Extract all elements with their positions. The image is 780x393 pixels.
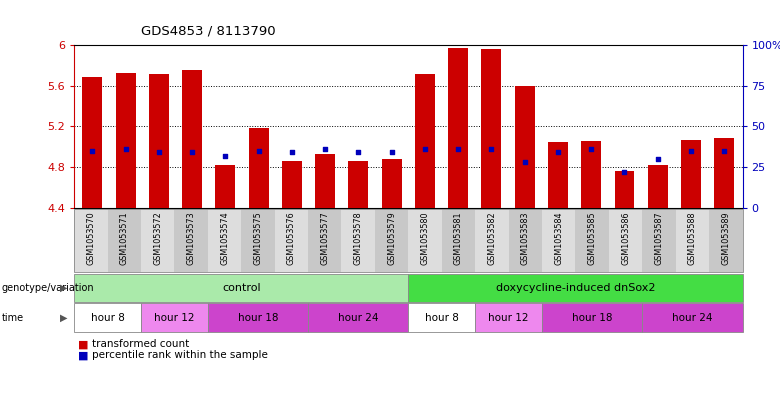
Text: hour 8: hour 8: [90, 312, 125, 323]
Point: [353, 149, 365, 156]
Bar: [381, 159, 402, 208]
Text: ▶: ▶: [60, 283, 68, 293]
Text: hour 12: hour 12: [488, 312, 529, 323]
Point: [519, 159, 531, 165]
Text: GSM1053576: GSM1053576: [287, 211, 296, 264]
Point: [285, 149, 298, 156]
Text: hour 18: hour 18: [238, 312, 278, 323]
Text: ▶: ▶: [60, 312, 68, 323]
Point: [551, 149, 564, 156]
Point: [385, 149, 398, 156]
Text: ■: ■: [78, 350, 88, 360]
Text: GSM1053574: GSM1053574: [220, 211, 229, 264]
Text: ■: ■: [78, 339, 88, 349]
Bar: [349, 161, 368, 208]
Bar: [282, 161, 302, 208]
Text: GSM1053579: GSM1053579: [387, 211, 396, 265]
Text: hour 24: hour 24: [338, 312, 378, 323]
Text: genotype/variation: genotype/variation: [2, 283, 94, 293]
Bar: [515, 86, 535, 208]
Text: GSM1053583: GSM1053583: [521, 211, 530, 264]
Bar: [548, 141, 568, 208]
Bar: [415, 73, 435, 208]
Text: GSM1053589: GSM1053589: [722, 211, 730, 264]
Point: [718, 147, 731, 154]
Text: control: control: [222, 283, 261, 293]
Text: GSM1053577: GSM1053577: [321, 211, 329, 265]
Text: GSM1053570: GSM1053570: [87, 211, 95, 264]
Text: doxycycline-induced dnSox2: doxycycline-induced dnSox2: [496, 283, 655, 293]
Point: [452, 146, 464, 152]
Point: [619, 169, 631, 175]
Point: [86, 147, 98, 154]
Bar: [249, 129, 268, 208]
Text: GSM1053586: GSM1053586: [621, 211, 630, 264]
Bar: [714, 138, 734, 208]
Text: GDS4853 / 8113790: GDS4853 / 8113790: [141, 24, 275, 37]
Bar: [183, 70, 202, 208]
Bar: [615, 171, 634, 208]
Text: GSM1053581: GSM1053581: [454, 211, 463, 264]
Text: GSM1053578: GSM1053578: [353, 211, 363, 264]
Text: hour 8: hour 8: [425, 312, 459, 323]
Bar: [149, 73, 169, 208]
Bar: [448, 48, 468, 208]
Bar: [115, 73, 136, 208]
Point: [319, 146, 332, 152]
Text: hour 18: hour 18: [572, 312, 612, 323]
Point: [153, 149, 165, 156]
Bar: [83, 77, 102, 208]
Point: [651, 156, 664, 162]
Text: GSM1053588: GSM1053588: [688, 211, 697, 264]
Text: GSM1053584: GSM1053584: [555, 211, 563, 264]
Point: [585, 146, 597, 152]
Text: percentile rank within the sample: percentile rank within the sample: [92, 350, 268, 360]
Point: [685, 147, 697, 154]
Point: [419, 146, 431, 152]
Text: transformed count: transformed count: [92, 339, 190, 349]
Text: GSM1053572: GSM1053572: [153, 211, 162, 265]
Text: GSM1053573: GSM1053573: [186, 211, 196, 264]
Point: [219, 152, 232, 159]
Bar: [581, 141, 601, 208]
Bar: [681, 140, 701, 208]
Text: GSM1053575: GSM1053575: [254, 211, 262, 265]
Bar: [215, 165, 236, 208]
Text: GSM1053582: GSM1053582: [488, 211, 496, 264]
Text: hour 12: hour 12: [154, 312, 195, 323]
Bar: [647, 165, 668, 208]
Text: time: time: [2, 312, 23, 323]
Point: [119, 146, 132, 152]
Text: GSM1053580: GSM1053580: [420, 211, 430, 264]
Point: [186, 149, 198, 156]
Bar: [315, 154, 335, 208]
Point: [485, 146, 498, 152]
Bar: [481, 49, 502, 208]
Point: [253, 147, 265, 154]
Text: hour 24: hour 24: [672, 312, 713, 323]
Text: GSM1053585: GSM1053585: [587, 211, 597, 264]
Text: GSM1053571: GSM1053571: [120, 211, 129, 264]
Text: GSM1053587: GSM1053587: [654, 211, 664, 264]
